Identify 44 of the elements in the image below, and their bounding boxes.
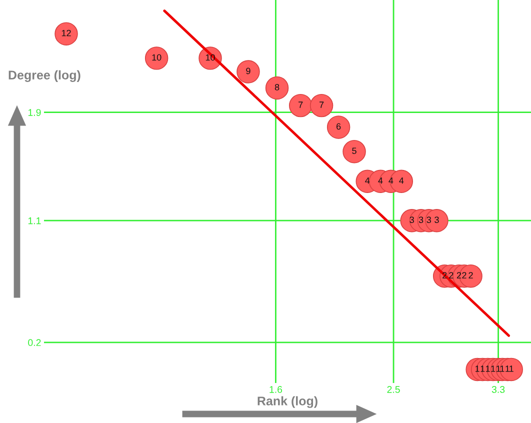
x-axis-title: Rank (log) <box>258 396 318 408</box>
y-tick-label: 1.1 <box>28 217 41 224</box>
annotation: 2 <box>456 272 462 278</box>
annotation: 7 <box>319 102 324 108</box>
point <box>288 94 312 118</box>
annotation: 2 <box>449 272 454 278</box>
point <box>326 116 350 139</box>
point <box>265 76 289 100</box>
annotation: 4 <box>365 177 370 184</box>
annotation: 10 <box>206 54 215 61</box>
annotation: 8 <box>274 84 280 90</box>
x-tick-label: 2.5 <box>387 386 400 393</box>
annotation: 3 <box>418 216 424 224</box>
annotation: 2 <box>442 272 447 278</box>
annotation: 3 <box>426 216 431 224</box>
annotation: 3 <box>434 216 439 224</box>
annotation: 1 <box>486 366 490 372</box>
annotation: 4 <box>388 177 394 184</box>
y-axis-title: Degree (log) <box>8 70 80 82</box>
annotation: 12 <box>62 30 71 36</box>
annotation: 6 <box>336 123 341 130</box>
annotation: 3 <box>410 216 414 224</box>
y-tick-label: 1.9 <box>28 109 41 116</box>
point <box>236 60 260 84</box>
annotation: 5 <box>352 148 356 154</box>
annotation: 2 <box>468 272 473 278</box>
x-tick-label: 3.3 <box>492 386 505 393</box>
annotation: 4 <box>399 177 404 184</box>
annotation: 4 <box>378 177 383 184</box>
x-tick-label: 1.6 <box>270 386 282 393</box>
point <box>342 140 366 164</box>
annotation: 1 <box>506 366 510 372</box>
annotation: 1 <box>491 366 496 372</box>
annotation: 10 <box>152 54 162 61</box>
point <box>310 94 334 118</box>
y-tick-label: 0.2 <box>28 339 41 346</box>
annotation: 7 <box>298 102 303 108</box>
annotation: 1 <box>476 366 480 372</box>
annotation: 1 <box>510 366 514 372</box>
annotation: 1 <box>480 366 485 372</box>
annotation: 2 <box>462 272 466 278</box>
annotation: 9 <box>246 68 250 74</box>
annotation: 1 <box>496 366 500 372</box>
annotation: 1 <box>500 366 504 372</box>
